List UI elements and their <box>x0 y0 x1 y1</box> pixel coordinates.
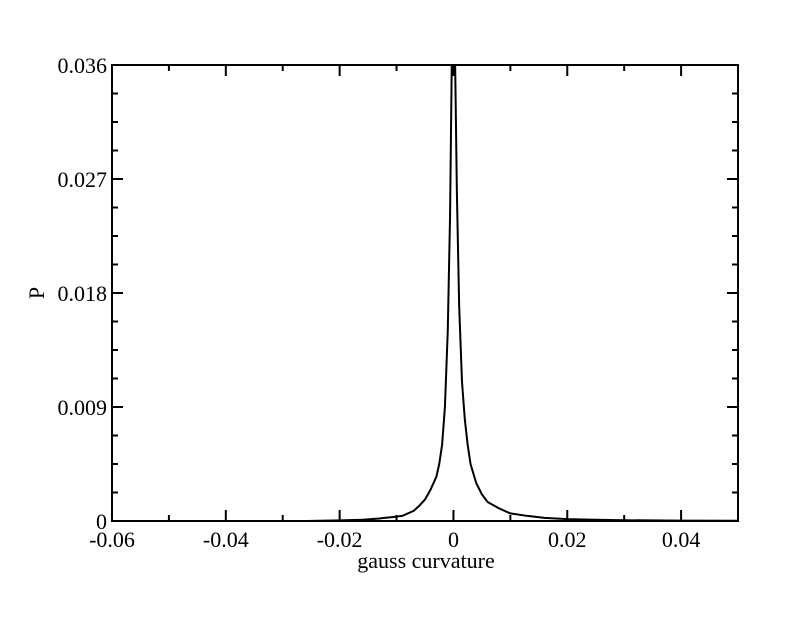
x-tick-label: -0.02 <box>317 527 363 552</box>
x-tick-label: 0.04 <box>662 527 701 552</box>
y-tick-label: 0.018 <box>58 281 108 306</box>
series-line <box>305 65 738 521</box>
x-tick-label: 0 <box>448 527 459 552</box>
y-tick-label: 0.036 <box>58 53 108 78</box>
y-tick-label: 0 <box>96 509 107 534</box>
x-tick-label: -0.06 <box>89 527 135 552</box>
y-tick-label: 0.009 <box>58 395 108 420</box>
x-tick-label: -0.04 <box>203 527 249 552</box>
y-axis-label: P <box>24 287 49 299</box>
x-tick-label: 0.02 <box>548 527 587 552</box>
x-axis-label: gauss curvature <box>357 548 494 573</box>
y-tick-label: 0.027 <box>58 167 108 192</box>
